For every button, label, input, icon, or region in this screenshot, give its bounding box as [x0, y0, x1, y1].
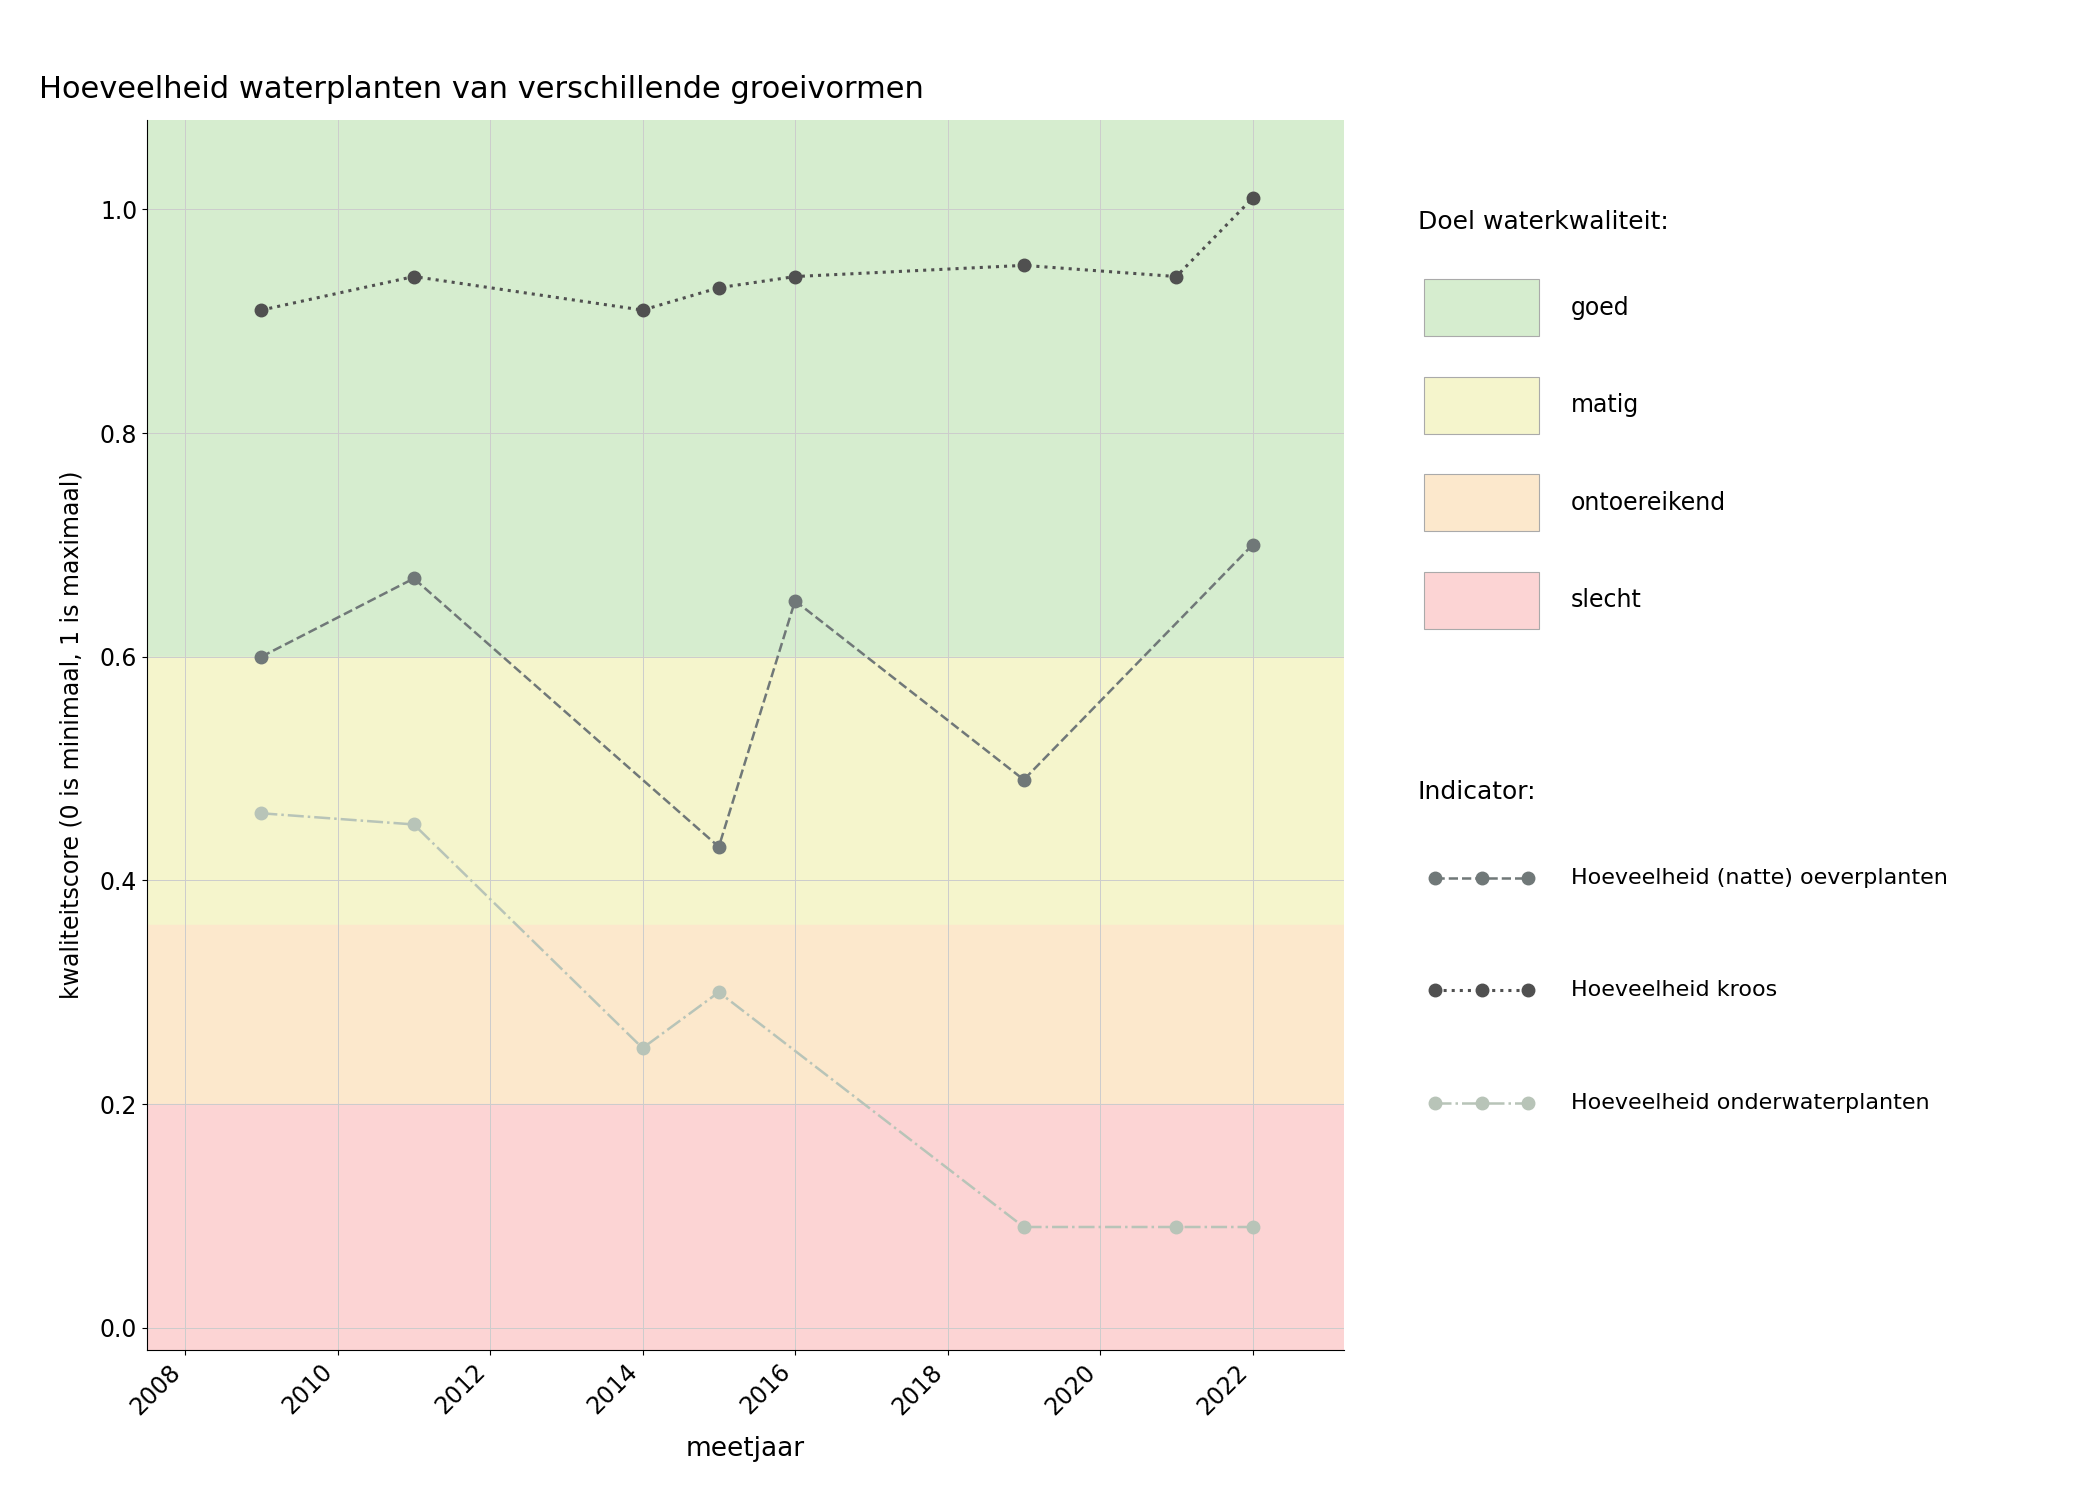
Text: matig: matig — [1571, 393, 1640, 417]
Bar — [147, 657, 1344, 926]
Text: Hoeveelheid (natte) oeverplanten: Hoeveelheid (natte) oeverplanten — [1571, 867, 1947, 888]
Bar — [147, 1104, 1344, 1350]
Text: ontoereikend: ontoereikend — [1571, 490, 1726, 514]
Y-axis label: kwaliteitscore (0 is minimaal, 1 is maximaal): kwaliteitscore (0 is minimaal, 1 is maxi… — [59, 471, 84, 999]
Text: goed: goed — [1571, 296, 1630, 320]
Text: Hoeveelheid waterplanten van verschillende groeivormen: Hoeveelheid waterplanten van verschillen… — [40, 75, 924, 104]
Text: Indicator:: Indicator: — [1418, 780, 1535, 804]
Text: slecht: slecht — [1571, 588, 1642, 612]
X-axis label: meetjaar: meetjaar — [687, 1436, 804, 1462]
Text: Doel waterkwaliteit:: Doel waterkwaliteit: — [1418, 210, 1667, 234]
Bar — [147, 120, 1344, 657]
Text: Hoeveelheid onderwaterplanten: Hoeveelheid onderwaterplanten — [1571, 1092, 1930, 1113]
Text: Hoeveelheid kroos: Hoeveelheid kroos — [1571, 980, 1777, 1000]
Bar — [147, 926, 1344, 1104]
